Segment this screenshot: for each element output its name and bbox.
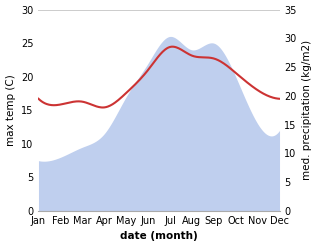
Y-axis label: med. precipitation (kg/m2): med. precipitation (kg/m2): [302, 40, 313, 180]
Y-axis label: max temp (C): max temp (C): [5, 74, 16, 146]
X-axis label: date (month): date (month): [120, 231, 198, 242]
